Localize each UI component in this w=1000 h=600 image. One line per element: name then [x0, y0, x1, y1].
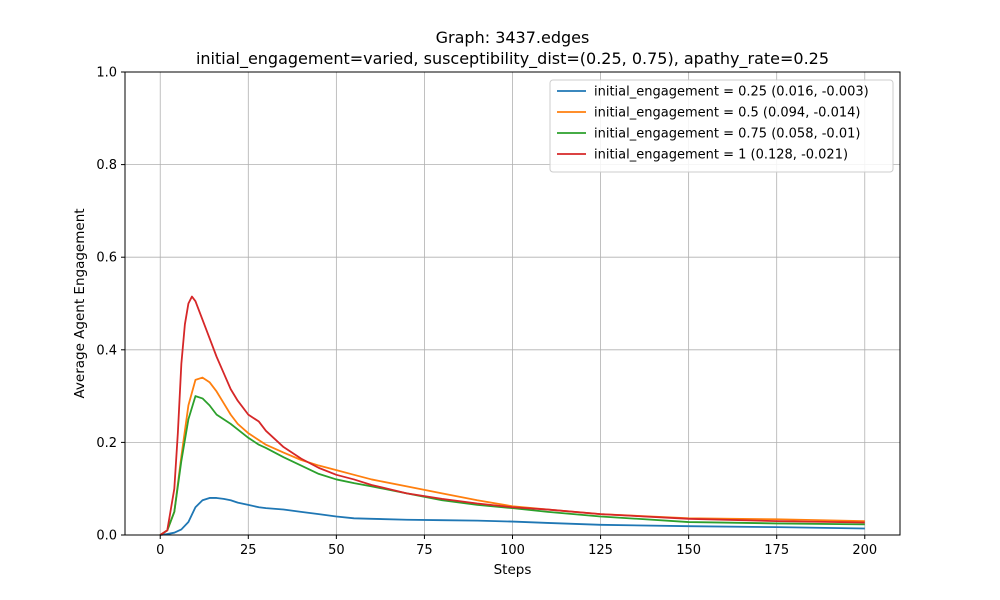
x-tick-label: 175 [764, 543, 789, 558]
y-tick-label: 0.8 [96, 158, 117, 173]
y-tick-label: 0.2 [96, 436, 117, 451]
x-tick-label: 0 [156, 543, 164, 558]
chart-subtitle: initial_engagement=varied, susceptibilit… [196, 49, 829, 69]
y-tick-label: 0.4 [96, 343, 117, 358]
y-tick-label: 1.0 [96, 66, 117, 81]
axis-ticks: 0 25 50 75 100 125 150 175 200 0.0 0.2 0.4 0.6 0.8 1.0 [96, 66, 877, 559]
series-lines [159, 295, 865, 536]
y-tick-label: 0.6 [96, 251, 117, 266]
series-line-1 [160, 497, 865, 536]
x-tick-label: 75 [416, 543, 433, 558]
series-line-4 [159, 295, 865, 536]
x-tick-label: 50 [328, 543, 345, 558]
x-tick-label: 25 [240, 543, 257, 558]
x-tick-label: 150 [676, 543, 701, 558]
x-axis-label: Steps [494, 562, 532, 578]
legend: initial_engagement = 0.25 (0.016, -0.003… [549, 79, 894, 173]
legend-label-3: initial_engagement = 0.75 (0.058, -0.01) [594, 127, 860, 142]
legend-label-4: initial_engagement = 1 (0.128, -0.021) [594, 148, 848, 163]
y-axis-label: Average Agent Engagement [72, 208, 88, 398]
legend-label-1: initial_engagement = 0.25 (0.016, -0.003… [594, 85, 869, 100]
legend-box [549, 79, 894, 173]
y-tick-label: 0.0 [96, 529, 117, 544]
x-tick-label: 125 [588, 543, 613, 558]
series-line-3 [159, 395, 865, 536]
legend-label-2: initial_engagement = 0.5 (0.094, -0.014) [594, 106, 860, 121]
x-tick-label: 200 [852, 543, 877, 558]
chart-title: Graph: 3437.edges [436, 28, 590, 47]
x-tick-label: 100 [500, 543, 525, 558]
